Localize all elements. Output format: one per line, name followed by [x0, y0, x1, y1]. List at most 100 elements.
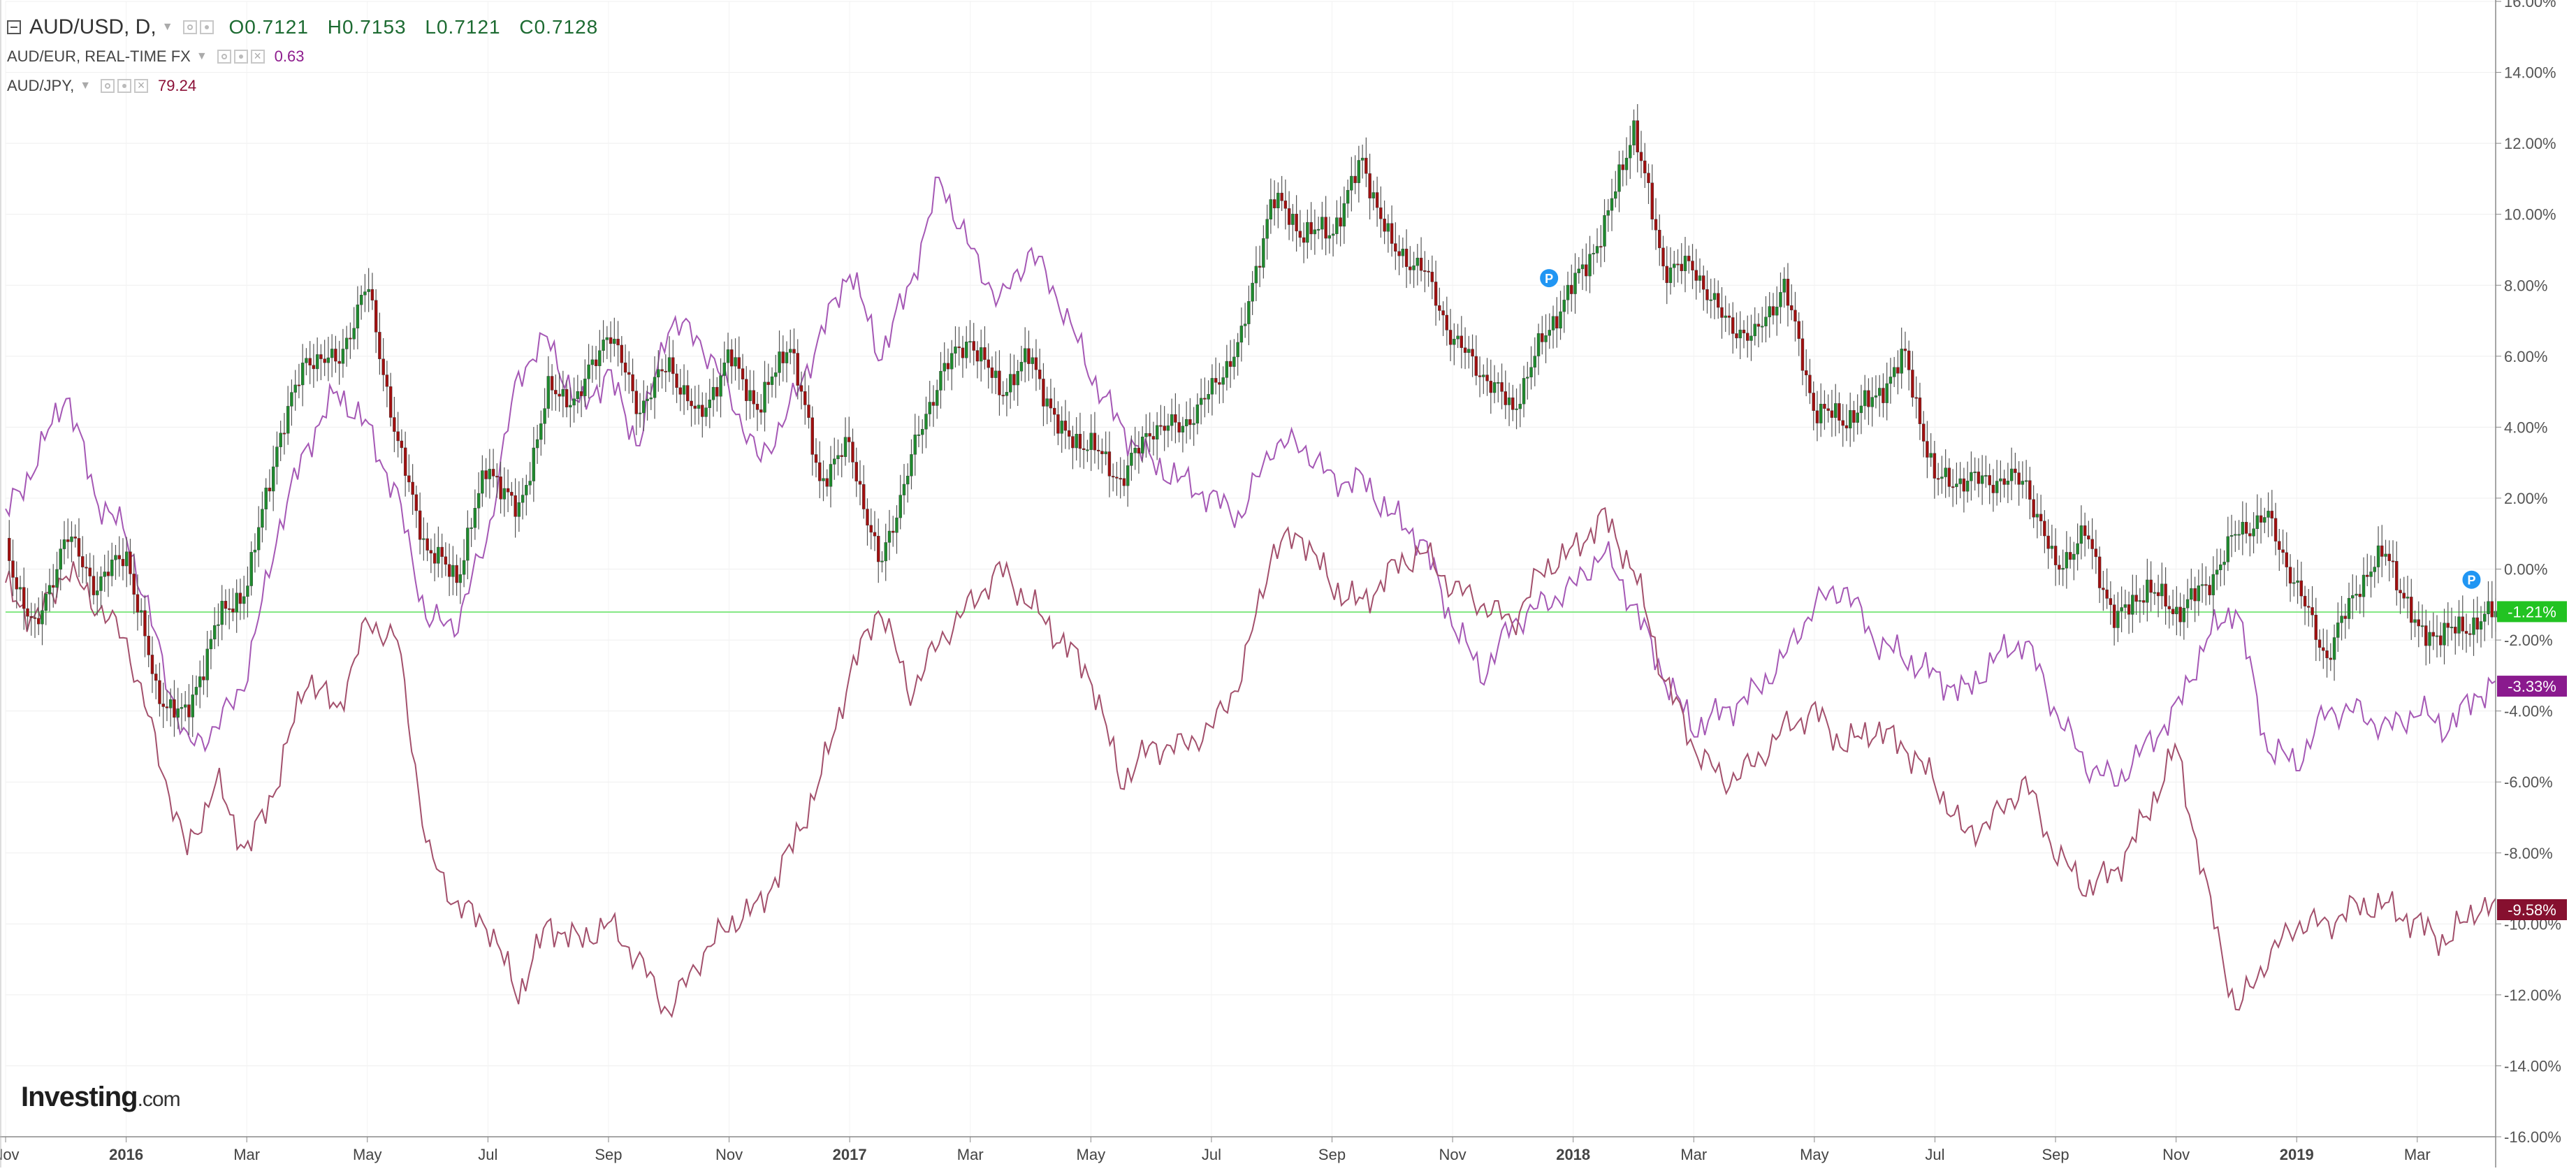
- chevron-down-icon[interactable]: ▼: [196, 50, 208, 62]
- candle-body: [2141, 600, 2146, 603]
- candle-body: [136, 594, 140, 613]
- candle-body: [140, 610, 143, 613]
- candle-body: [1122, 478, 1126, 486]
- candle-body: [660, 369, 664, 372]
- candle-body: [675, 373, 678, 388]
- candle-body: [1489, 381, 1492, 393]
- low-value: L0.7121: [425, 16, 501, 38]
- gear-icon[interactable]: [199, 20, 214, 34]
- candle-body: [822, 478, 825, 481]
- candle-body: [2244, 522, 2248, 534]
- candle-body: [256, 527, 261, 551]
- candle-body: [1383, 219, 1386, 232]
- candle-body: [1199, 398, 1203, 405]
- legend-eur-name[interactable]: AUD/EUR, REAL-TIME FX: [7, 48, 191, 65]
- candle-body: [2017, 472, 2021, 485]
- y-tick-label: 8.00%: [2504, 277, 2547, 294]
- candle-body: [1096, 449, 1100, 451]
- candle-body: [249, 552, 253, 586]
- candle-body: [2248, 533, 2252, 537]
- legend-jpy-name[interactable]: AUD/JPY,: [7, 77, 75, 94]
- gear-icon[interactable]: [117, 79, 132, 93]
- candle-body: [2355, 593, 2358, 596]
- candle-body: [789, 349, 792, 353]
- candle-body: [1892, 367, 1896, 377]
- candle-body: [264, 488, 268, 509]
- event-marker-icon: [1538, 268, 1560, 289]
- candle-body: [2105, 589, 2109, 599]
- candle-body: [2307, 606, 2311, 608]
- candle-body: [770, 376, 774, 385]
- candle-body: [1163, 426, 1166, 431]
- candle-body: [2288, 567, 2292, 584]
- candle-body: [1390, 223, 1394, 244]
- close-icon[interactable]: [134, 79, 149, 93]
- candle-body: [895, 517, 898, 533]
- eye-icon[interactable]: [217, 50, 231, 64]
- candle-body: [1042, 379, 1045, 407]
- candle-body: [341, 349, 345, 364]
- candle-body: [356, 304, 360, 328]
- candle-body: [2175, 606, 2178, 615]
- candle-body: [1815, 410, 1819, 423]
- candle-body: [1518, 403, 1522, 409]
- candle-body: [880, 560, 884, 562]
- candle-body: [711, 386, 715, 400]
- legend-main-name[interactable]: AUD/USD, D,: [29, 15, 157, 38]
- chevron-down-icon[interactable]: ▼: [80, 80, 92, 92]
- y-tick-label: 12.00%: [2504, 135, 2556, 152]
- candle-body: [664, 370, 667, 372]
- eye-icon[interactable]: [182, 20, 197, 34]
- candle-body: [466, 528, 470, 561]
- candle-body: [2406, 597, 2410, 599]
- close-icon[interactable]: [250, 50, 265, 64]
- candle-body: [2303, 595, 2307, 606]
- candle-body: [693, 405, 697, 409]
- candle-body: [2468, 633, 2472, 635]
- candle-body: [2112, 604, 2116, 628]
- candle-body: [2185, 599, 2190, 609]
- candle-body: [2266, 511, 2270, 518]
- candle-body: [231, 609, 235, 613]
- candle-body: [1819, 404, 1823, 423]
- candle-body: [1130, 453, 1133, 466]
- y-tick-label: -8.00%: [2504, 845, 2553, 862]
- candle-body: [2428, 632, 2431, 646]
- chevron-down-icon[interactable]: ▼: [161, 21, 173, 33]
- candle-body: [1709, 299, 1712, 301]
- candle-body: [1126, 465, 1130, 486]
- candle-body: [2241, 522, 2245, 534]
- candle-body: [1999, 478, 2002, 481]
- candle-body: [766, 381, 770, 385]
- candle-body: [1375, 192, 1379, 208]
- candle-body: [1243, 323, 1247, 326]
- eye-icon[interactable]: [101, 79, 115, 93]
- y-tick-label: 2.00%: [2504, 490, 2547, 507]
- candle-body: [576, 391, 580, 400]
- candle-body: [2014, 468, 2017, 473]
- candle-body: [308, 358, 312, 365]
- gear-icon[interactable]: [233, 50, 248, 64]
- candle-body: [2487, 601, 2490, 614]
- candle-body: [862, 484, 866, 509]
- collapse-toggle-icon[interactable]: [7, 20, 21, 34]
- candle-body: [1918, 398, 1922, 424]
- candle-body: [2043, 521, 2046, 537]
- ohlc-values: O0.7121 H0.7153 L0.7121 C0.7128: [229, 16, 611, 38]
- candle-body: [1812, 393, 1815, 411]
- candle-body: [1188, 419, 1192, 426]
- candle-body: [1419, 257, 1423, 271]
- candle-body: [2285, 552, 2289, 567]
- candle-body: [936, 390, 939, 406]
- candle-body: [2296, 580, 2299, 583]
- candle-body: [2153, 592, 2157, 594]
- candle-body: [1313, 229, 1317, 235]
- candle-body: [1412, 265, 1416, 270]
- candle-body: [810, 417, 814, 455]
- candle-body: [1225, 361, 1229, 378]
- candle-body: [1676, 263, 1680, 266]
- candle-body: [704, 407, 708, 417]
- candle-body: [1404, 249, 1409, 267]
